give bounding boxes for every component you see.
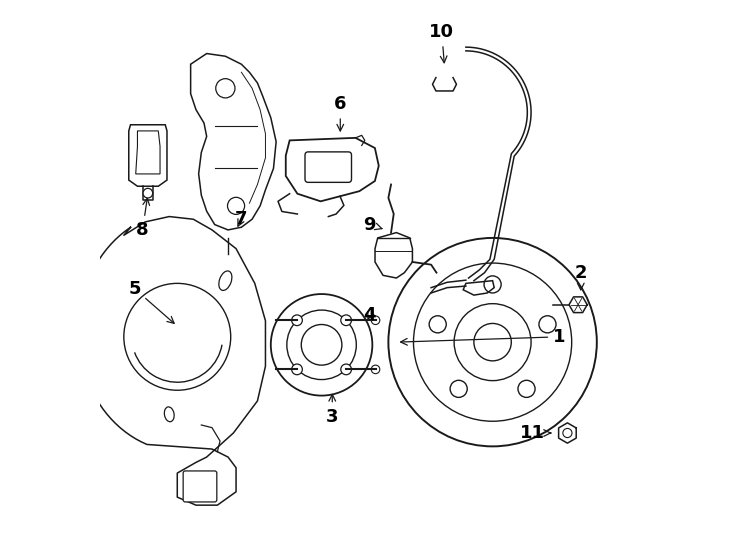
Circle shape <box>450 380 468 397</box>
FancyBboxPatch shape <box>305 152 352 183</box>
Circle shape <box>291 315 302 326</box>
Circle shape <box>143 188 153 198</box>
Text: 10: 10 <box>429 23 454 63</box>
Circle shape <box>341 364 352 375</box>
Text: 9: 9 <box>363 215 382 234</box>
Text: 7: 7 <box>235 210 247 228</box>
Circle shape <box>228 197 244 214</box>
Text: 5: 5 <box>128 280 174 323</box>
Circle shape <box>539 316 556 333</box>
Circle shape <box>429 316 446 333</box>
Circle shape <box>341 315 352 326</box>
Text: 2: 2 <box>575 264 587 290</box>
FancyBboxPatch shape <box>184 471 217 502</box>
Text: 6: 6 <box>334 96 346 131</box>
Circle shape <box>291 364 302 375</box>
Ellipse shape <box>164 407 174 422</box>
Text: 1: 1 <box>401 328 566 346</box>
Circle shape <box>474 323 512 361</box>
Text: 3: 3 <box>326 408 338 426</box>
Text: 8: 8 <box>137 198 150 239</box>
Ellipse shape <box>219 271 232 291</box>
Circle shape <box>216 79 235 98</box>
Circle shape <box>563 428 572 437</box>
Circle shape <box>518 380 535 397</box>
Circle shape <box>301 325 342 365</box>
Circle shape <box>484 276 501 293</box>
Text: 4: 4 <box>363 306 376 325</box>
Text: 11: 11 <box>520 424 551 442</box>
